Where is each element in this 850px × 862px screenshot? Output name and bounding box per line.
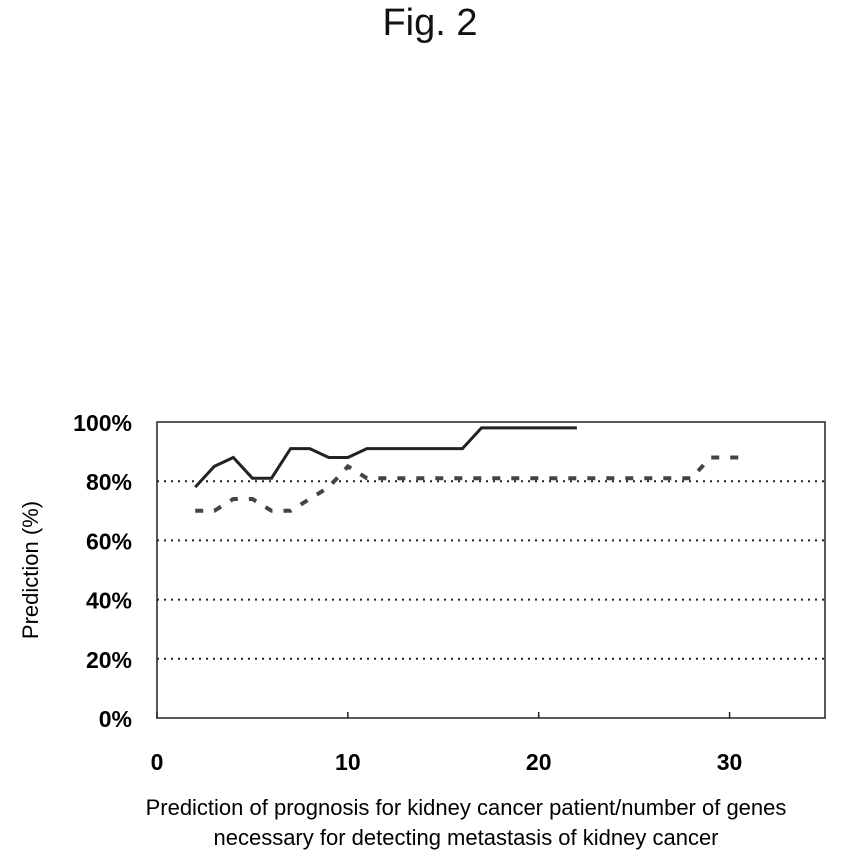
x-tick-label: 30 bbox=[717, 749, 743, 775]
y-tick-label: 40% bbox=[86, 588, 132, 614]
plot-area bbox=[157, 422, 825, 718]
x-tick-label: 20 bbox=[526, 749, 552, 775]
x-tick-label: 0 bbox=[151, 749, 164, 775]
y-axis-label: Prediction (%) bbox=[18, 501, 43, 639]
x-axis-ticks: 0 10 20 30 bbox=[151, 712, 743, 775]
x-axis-label-line-2: necessary for detecting metastasis of ki… bbox=[213, 825, 718, 850]
y-axis-ticks: 0% 20% 40% 60% 80% 100% bbox=[73, 410, 132, 732]
series-lines bbox=[195, 428, 749, 511]
x-tick-label: 10 bbox=[335, 749, 361, 775]
y-tick-label: 100% bbox=[73, 410, 132, 436]
y-tick-label: 0% bbox=[99, 706, 132, 732]
grid-lines bbox=[157, 481, 825, 659]
y-tick-label: 20% bbox=[86, 647, 132, 673]
y-tick-label: 60% bbox=[86, 528, 132, 554]
y-tick-label: 80% bbox=[86, 469, 132, 495]
x-axis-label-line-1: Prediction of prognosis for kidney cance… bbox=[146, 795, 787, 820]
